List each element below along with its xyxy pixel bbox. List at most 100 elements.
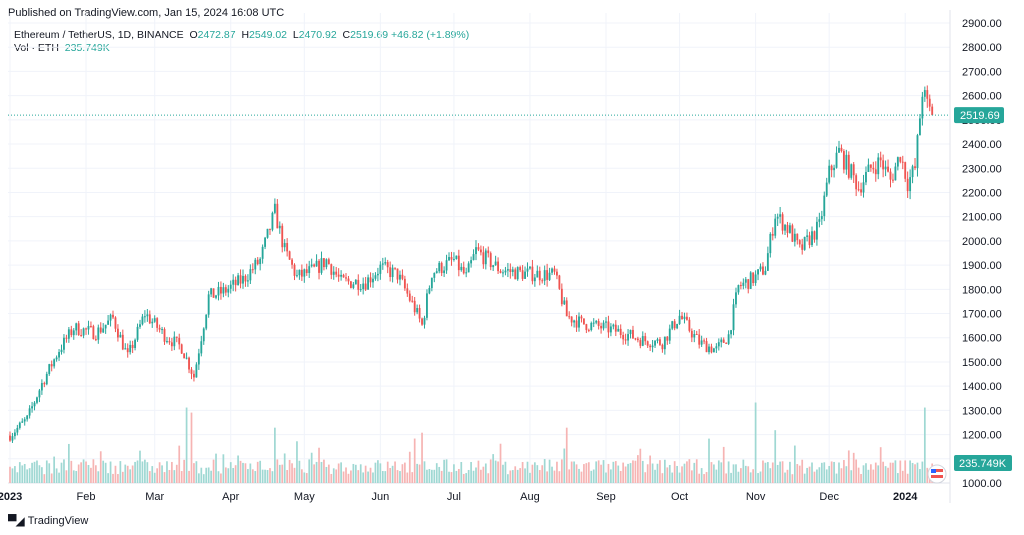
volume-bar <box>565 427 568 483</box>
volume-bar <box>904 460 907 483</box>
volume-bar <box>906 473 909 483</box>
candle-body <box>695 333 698 335</box>
candle-body <box>185 357 188 359</box>
volume-bar <box>850 470 853 483</box>
candle-body <box>273 203 276 213</box>
volume-bar <box>197 473 200 483</box>
volume-bar <box>278 464 281 483</box>
volume-bar <box>229 462 232 483</box>
volume-bar <box>426 469 428 483</box>
candle-body <box>869 164 872 168</box>
candle-body <box>406 288 409 294</box>
candle-body <box>173 336 176 347</box>
volume-bar <box>36 460 38 483</box>
candle-body <box>847 154 850 178</box>
volume-bar <box>793 445 796 483</box>
volume-bar <box>261 469 264 483</box>
tradingview-logo[interactable]: ▀◢ TradingView <box>8 514 88 528</box>
candle-body <box>690 330 693 338</box>
volume-bar <box>816 469 818 483</box>
candle-body <box>730 330 733 335</box>
candle-body <box>396 268 399 280</box>
candle-body <box>136 326 139 340</box>
volume-bar <box>195 461 198 483</box>
volume-bar <box>291 463 293 483</box>
candle-body <box>9 435 11 441</box>
candle-body <box>580 316 583 319</box>
volume-bar <box>274 427 276 483</box>
candle-body <box>892 179 894 181</box>
y-tick-label: 1500.00 <box>962 357 1002 369</box>
candle-body <box>376 273 379 276</box>
volume-bar <box>911 462 914 483</box>
candle-body <box>394 267 396 269</box>
candle-body <box>281 225 284 248</box>
volume-bar <box>212 459 215 483</box>
volume-bar <box>879 447 882 483</box>
candle-body <box>632 329 634 339</box>
candle-body <box>771 233 774 236</box>
candle-body <box>72 330 75 336</box>
candle-body <box>705 341 708 353</box>
volume-bar <box>161 465 163 483</box>
volume-bar <box>484 463 487 483</box>
volume-bar <box>771 462 774 483</box>
candle-body <box>882 160 885 170</box>
y-tick-label: 1000.00 <box>962 478 1002 490</box>
volume-bar <box>423 461 426 483</box>
candle-body <box>901 161 904 163</box>
candle-body <box>386 262 389 268</box>
volume-bar <box>50 473 53 483</box>
volume-bar <box>742 459 745 483</box>
candle-body <box>298 269 301 276</box>
volume-bar <box>389 468 392 483</box>
candle-body <box>421 318 423 325</box>
volume-bar <box>627 463 629 483</box>
candle-body <box>48 364 51 374</box>
volume-bar <box>188 470 190 483</box>
volume-bar <box>757 473 759 483</box>
volume-bar <box>63 459 65 483</box>
volume-bar <box>117 474 119 483</box>
candle-body <box>124 348 127 350</box>
candle-body <box>269 228 271 230</box>
candle-body <box>175 336 178 338</box>
volume-bar <box>126 465 129 483</box>
volume-bar <box>158 462 161 483</box>
volume-bar <box>646 464 649 483</box>
volume-bar <box>438 466 441 483</box>
candle-body <box>148 314 151 324</box>
candle-body <box>430 277 433 289</box>
candle-body <box>303 269 306 277</box>
volume-bar <box>573 461 575 483</box>
volume-bar <box>602 460 605 483</box>
candle-body <box>94 339 97 341</box>
candle-body <box>659 339 661 345</box>
volume-bar <box>249 463 252 483</box>
volume-bar <box>222 454 225 483</box>
candle-body <box>708 346 710 353</box>
volume-bar <box>202 474 205 483</box>
candle-body <box>180 344 183 354</box>
candle-body <box>578 316 580 328</box>
volume-bar <box>266 470 269 483</box>
candle-body <box>533 277 536 282</box>
volume-bar <box>276 459 279 483</box>
volume-bar <box>462 473 465 483</box>
candle-body <box>146 314 149 317</box>
volume-bar <box>367 471 369 483</box>
candle-body <box>737 285 740 293</box>
volume-bar <box>705 472 708 483</box>
volume-bar <box>740 468 742 483</box>
candle-body <box>215 295 217 298</box>
volume-bar <box>205 467 208 483</box>
candle-body <box>413 300 416 313</box>
volume-bar <box>553 470 556 483</box>
candle-body <box>90 325 92 327</box>
volume-bar <box>612 461 615 483</box>
candle-body <box>28 408 31 416</box>
candle-body <box>700 340 703 345</box>
candle-body <box>11 436 14 441</box>
volume-bar <box>305 473 308 483</box>
